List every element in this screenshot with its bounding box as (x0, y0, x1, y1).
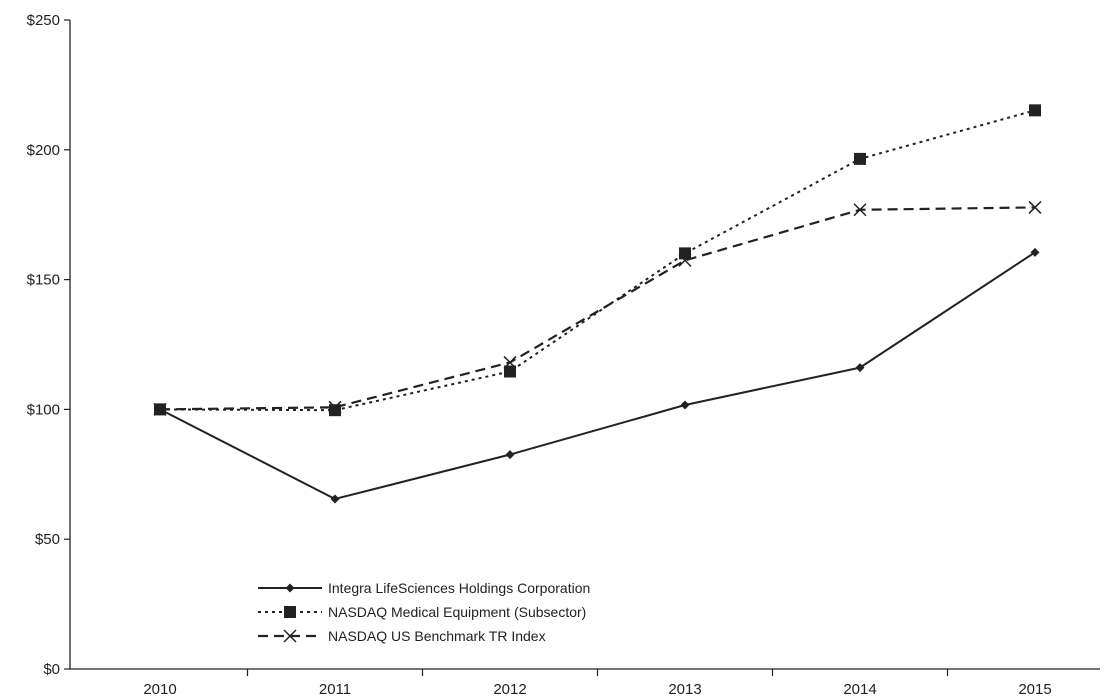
data-point-legend-x (283, 629, 297, 643)
y-tick-label: $50 (35, 531, 60, 548)
legend-label: NASDAQ Medical Equipment (Subsector) (328, 604, 586, 620)
y-tick-label: $200 (27, 142, 60, 159)
data-point-legend-diamond (285, 583, 295, 593)
x-tick-label: 2012 (493, 681, 526, 698)
data-point-diamond (330, 494, 340, 504)
x-tick-label: 2015 (1018, 681, 1051, 698)
x-tick-label: 2010 (143, 681, 176, 698)
y-axis-ticks: $0 $50 $100 $150 $200 $250 (27, 12, 70, 678)
data-point-square (1029, 104, 1041, 117)
series-line (159, 206, 1036, 411)
data-point-square (329, 404, 341, 417)
data-point-square (504, 365, 516, 378)
y-tick-label: $250 (27, 12, 60, 29)
series-line (159, 251, 1036, 500)
legend-item: NASDAQ US Benchmark TR Index (258, 628, 546, 644)
x-tick-label: 2011 (319, 681, 351, 698)
y-tick-label: $150 (27, 272, 60, 289)
legend-label: Integra LifeSciences Holdings Corporatio… (328, 580, 590, 596)
series-layer (153, 104, 1042, 504)
data-point-diamond (680, 400, 690, 410)
x-tick-label: 2014 (843, 681, 876, 698)
data-point-x (853, 203, 867, 217)
x-tick-label: 2013 (668, 681, 701, 698)
legend: Integra LifeSciences Holdings Corporatio… (258, 580, 590, 644)
legend-item: Integra LifeSciences Holdings Corporatio… (258, 580, 590, 596)
legend-label: NASDAQ US Benchmark TR Index (328, 628, 546, 644)
data-point-square (854, 152, 866, 165)
data-point-x (1028, 200, 1042, 214)
y-tick-label: $0 (43, 661, 60, 678)
data-point-legend-square (284, 606, 296, 618)
data-point-diamond (1030, 247, 1040, 257)
data-point-square (679, 247, 691, 260)
data-point-diamond (505, 450, 515, 460)
y-tick-label: $100 (27, 401, 60, 418)
legend-item: NASDAQ Medical Equipment (Subsector) (258, 604, 586, 620)
data-point-diamond (855, 363, 865, 373)
series-1 (155, 247, 1040, 504)
x-axis-ticks: 2010 2011 2012 2013 2014 2015 (143, 669, 1052, 698)
data-point-diamond (155, 404, 165, 414)
series-line (159, 109, 1036, 412)
series-2 (154, 104, 1041, 417)
series-3 (153, 200, 1042, 416)
